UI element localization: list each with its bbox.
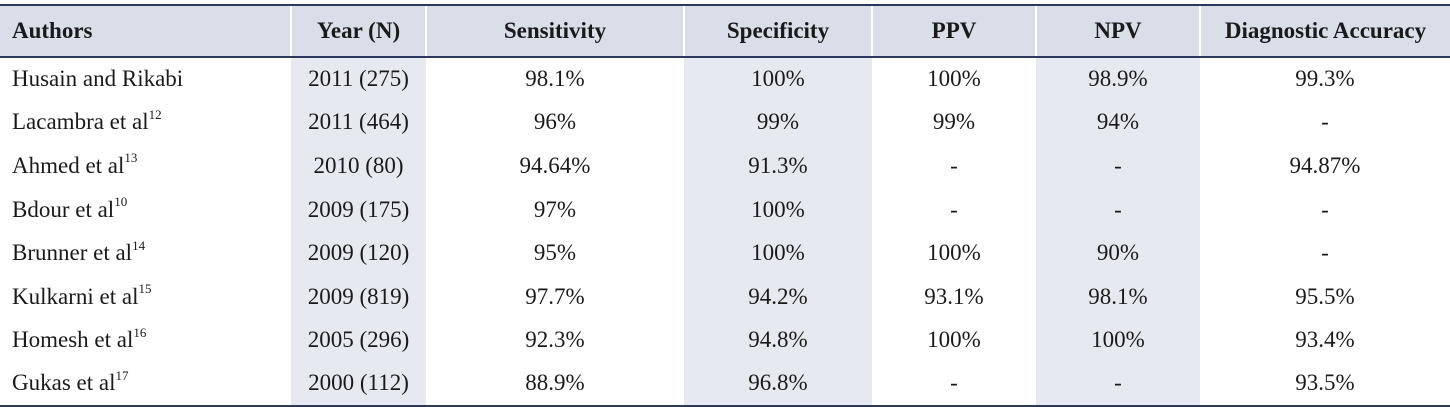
cell-npv: 98.9% [1036, 57, 1200, 101]
cell-author: Husain and Rikabi [0, 57, 291, 101]
cell-accuracy: - [1321, 109, 1329, 135]
cell-specificity: 96.8% [684, 362, 872, 407]
table-row: Bdour et al10 2009 (175) 97% 100% - - - [0, 187, 1450, 232]
header-ppv: PPV [871, 4, 1036, 58]
cell-ppv: 93.1% [924, 283, 984, 309]
cell-sensitivity: 92.3% [525, 327, 585, 353]
diagnostic-accuracy-table: Authors Year (N) Sensitivity Specificity… [0, 4, 1450, 407]
table-row: Husain and Rikabi 2011 (275) 98.1% 100% 100%… [0, 57, 1450, 101]
author-name: Husain and Rikabi [12, 66, 184, 92]
author-name: Gukas et al [12, 370, 116, 396]
reference-number: 13 [124, 150, 138, 166]
header-npv: NPV [1035, 4, 1200, 58]
cell-npv: 98.1% [1036, 274, 1200, 319]
cell-ppv: - [872, 362, 1036, 407]
cell-year: 2009 (120) [291, 231, 426, 275]
cell-npv: 94% [1036, 100, 1200, 145]
cell-ppv: 100% [927, 327, 981, 353]
cell-author: Gukas et al17 [0, 362, 291, 407]
header-sensitivity: Sensitivity [425, 4, 684, 58]
cell-accuracy: 93.5% [1200, 362, 1450, 407]
reference-number: 14 [132, 237, 146, 253]
reference-number: 17 [115, 367, 129, 383]
cell-sensitivity: 95% [533, 240, 577, 266]
cell-sensitivity: 88.9% [426, 362, 684, 407]
reference-number: 10 [114, 193, 128, 209]
cell-ppv: 99% [932, 109, 976, 135]
cell-specificity: 100% [684, 57, 872, 101]
table-body: Husain and Rikabi 2011 (275) 98.1% 100% 100%… [0, 57, 1450, 407]
cell-author: Brunner et al14 [0, 231, 291, 275]
reference-number: 15 [138, 281, 152, 297]
table-row: Lacambra et al12 2011 (464) 96% 99% 99% 94% - [0, 100, 1450, 145]
header-specificity: Specificity [683, 4, 872, 58]
table-row: Gukas et al17 2000 (112) 88.9% 96.8% - -93.5% [0, 362, 1450, 407]
cell-npv: - [1036, 187, 1200, 232]
cell-specificity: 94.2% [684, 274, 872, 319]
cell-year: 2009 (819) [291, 274, 426, 319]
author-name: Ahmed et al [12, 152, 125, 178]
cell-year: 2011 (275) [291, 57, 426, 101]
author-name: Homesh et al [12, 327, 134, 353]
cell-npv: - [1036, 144, 1200, 188]
cell-npv: 100% [1036, 318, 1200, 363]
cell-ppv: 100% [927, 66, 981, 92]
cell-author: Ahmed et al13 [0, 144, 291, 188]
cell-sensitivity: 94.64% [519, 152, 591, 178]
table-row: Brunner et al14 2009 (120) 95% 100% 100% 90% - [0, 231, 1450, 275]
cell-year: 2005 (296) [291, 318, 426, 363]
cell-year: 2000 (112) [291, 362, 426, 407]
cell-accuracy: - [1321, 196, 1329, 222]
cell-year: 2010 (80) [291, 144, 426, 188]
reference-number: 16 [133, 324, 147, 340]
author-name: Kulkarni et al [12, 283, 139, 309]
header-authors: Authors [0, 4, 291, 58]
cell-year: 2009 (175) [291, 187, 426, 232]
cell-ppv: - [950, 196, 958, 222]
author-name: Brunner et al [12, 240, 133, 266]
cell-sensitivity: 98.1% [525, 66, 585, 92]
cell-specificity: 100% [684, 231, 872, 275]
cell-accuracy: 95.5% [1295, 283, 1355, 309]
cell-author: Kulkarni et al15 [0, 275, 291, 319]
cell-accuracy: 94.87% [1289, 152, 1361, 178]
cell-author: Lacambra et al12 [0, 101, 291, 145]
author-name: Lacambra et al [12, 109, 149, 135]
cell-author: Homesh et al16 [0, 319, 291, 363]
cell-npv: - [1036, 362, 1200, 407]
table-row: Kulkarni et al15 2009 (819) 97.7% 94.2% 93.1… [0, 274, 1450, 319]
cell-sensitivity: 96% [533, 109, 577, 135]
table-row: Ahmed et al13 2010 (80) 94.64% 91.3% - -94.87… [0, 144, 1450, 188]
cell-specificity: 99% [684, 100, 872, 145]
cell-ppv: - [950, 152, 958, 178]
author-name: Bdour et al [12, 196, 115, 222]
cell-sensitivity: 97% [533, 196, 577, 222]
header-row: Authors Year (N) Sensitivity Specificity… [0, 4, 1450, 58]
header-diagnostic-accuracy: Diagnostic Accuracy [1199, 4, 1450, 58]
cell-accuracy: 93.4% [1295, 327, 1355, 353]
cell-year: 2011 (464) [291, 100, 426, 145]
cell-specificity: 91.3% [684, 144, 872, 188]
cell-ppv: 100% [927, 240, 981, 266]
cell-sensitivity: 97.7% [525, 283, 585, 309]
table-row: Homesh et al16 2005 (296) 92.3% 94.8% 100% 10… [0, 318, 1450, 363]
cell-specificity: 100% [684, 187, 872, 232]
cell-npv: 90% [1036, 231, 1200, 275]
header-year: Year (N) [290, 4, 426, 58]
reference-number: 12 [148, 106, 162, 122]
cell-author: Bdour et al10 [0, 188, 291, 232]
cell-accuracy: - [1321, 240, 1329, 266]
cell-accuracy: 99.3% [1295, 66, 1355, 92]
table-header: Authors Year (N) Sensitivity Specificity… [0, 4, 1450, 58]
cell-specificity: 94.8% [684, 318, 872, 363]
